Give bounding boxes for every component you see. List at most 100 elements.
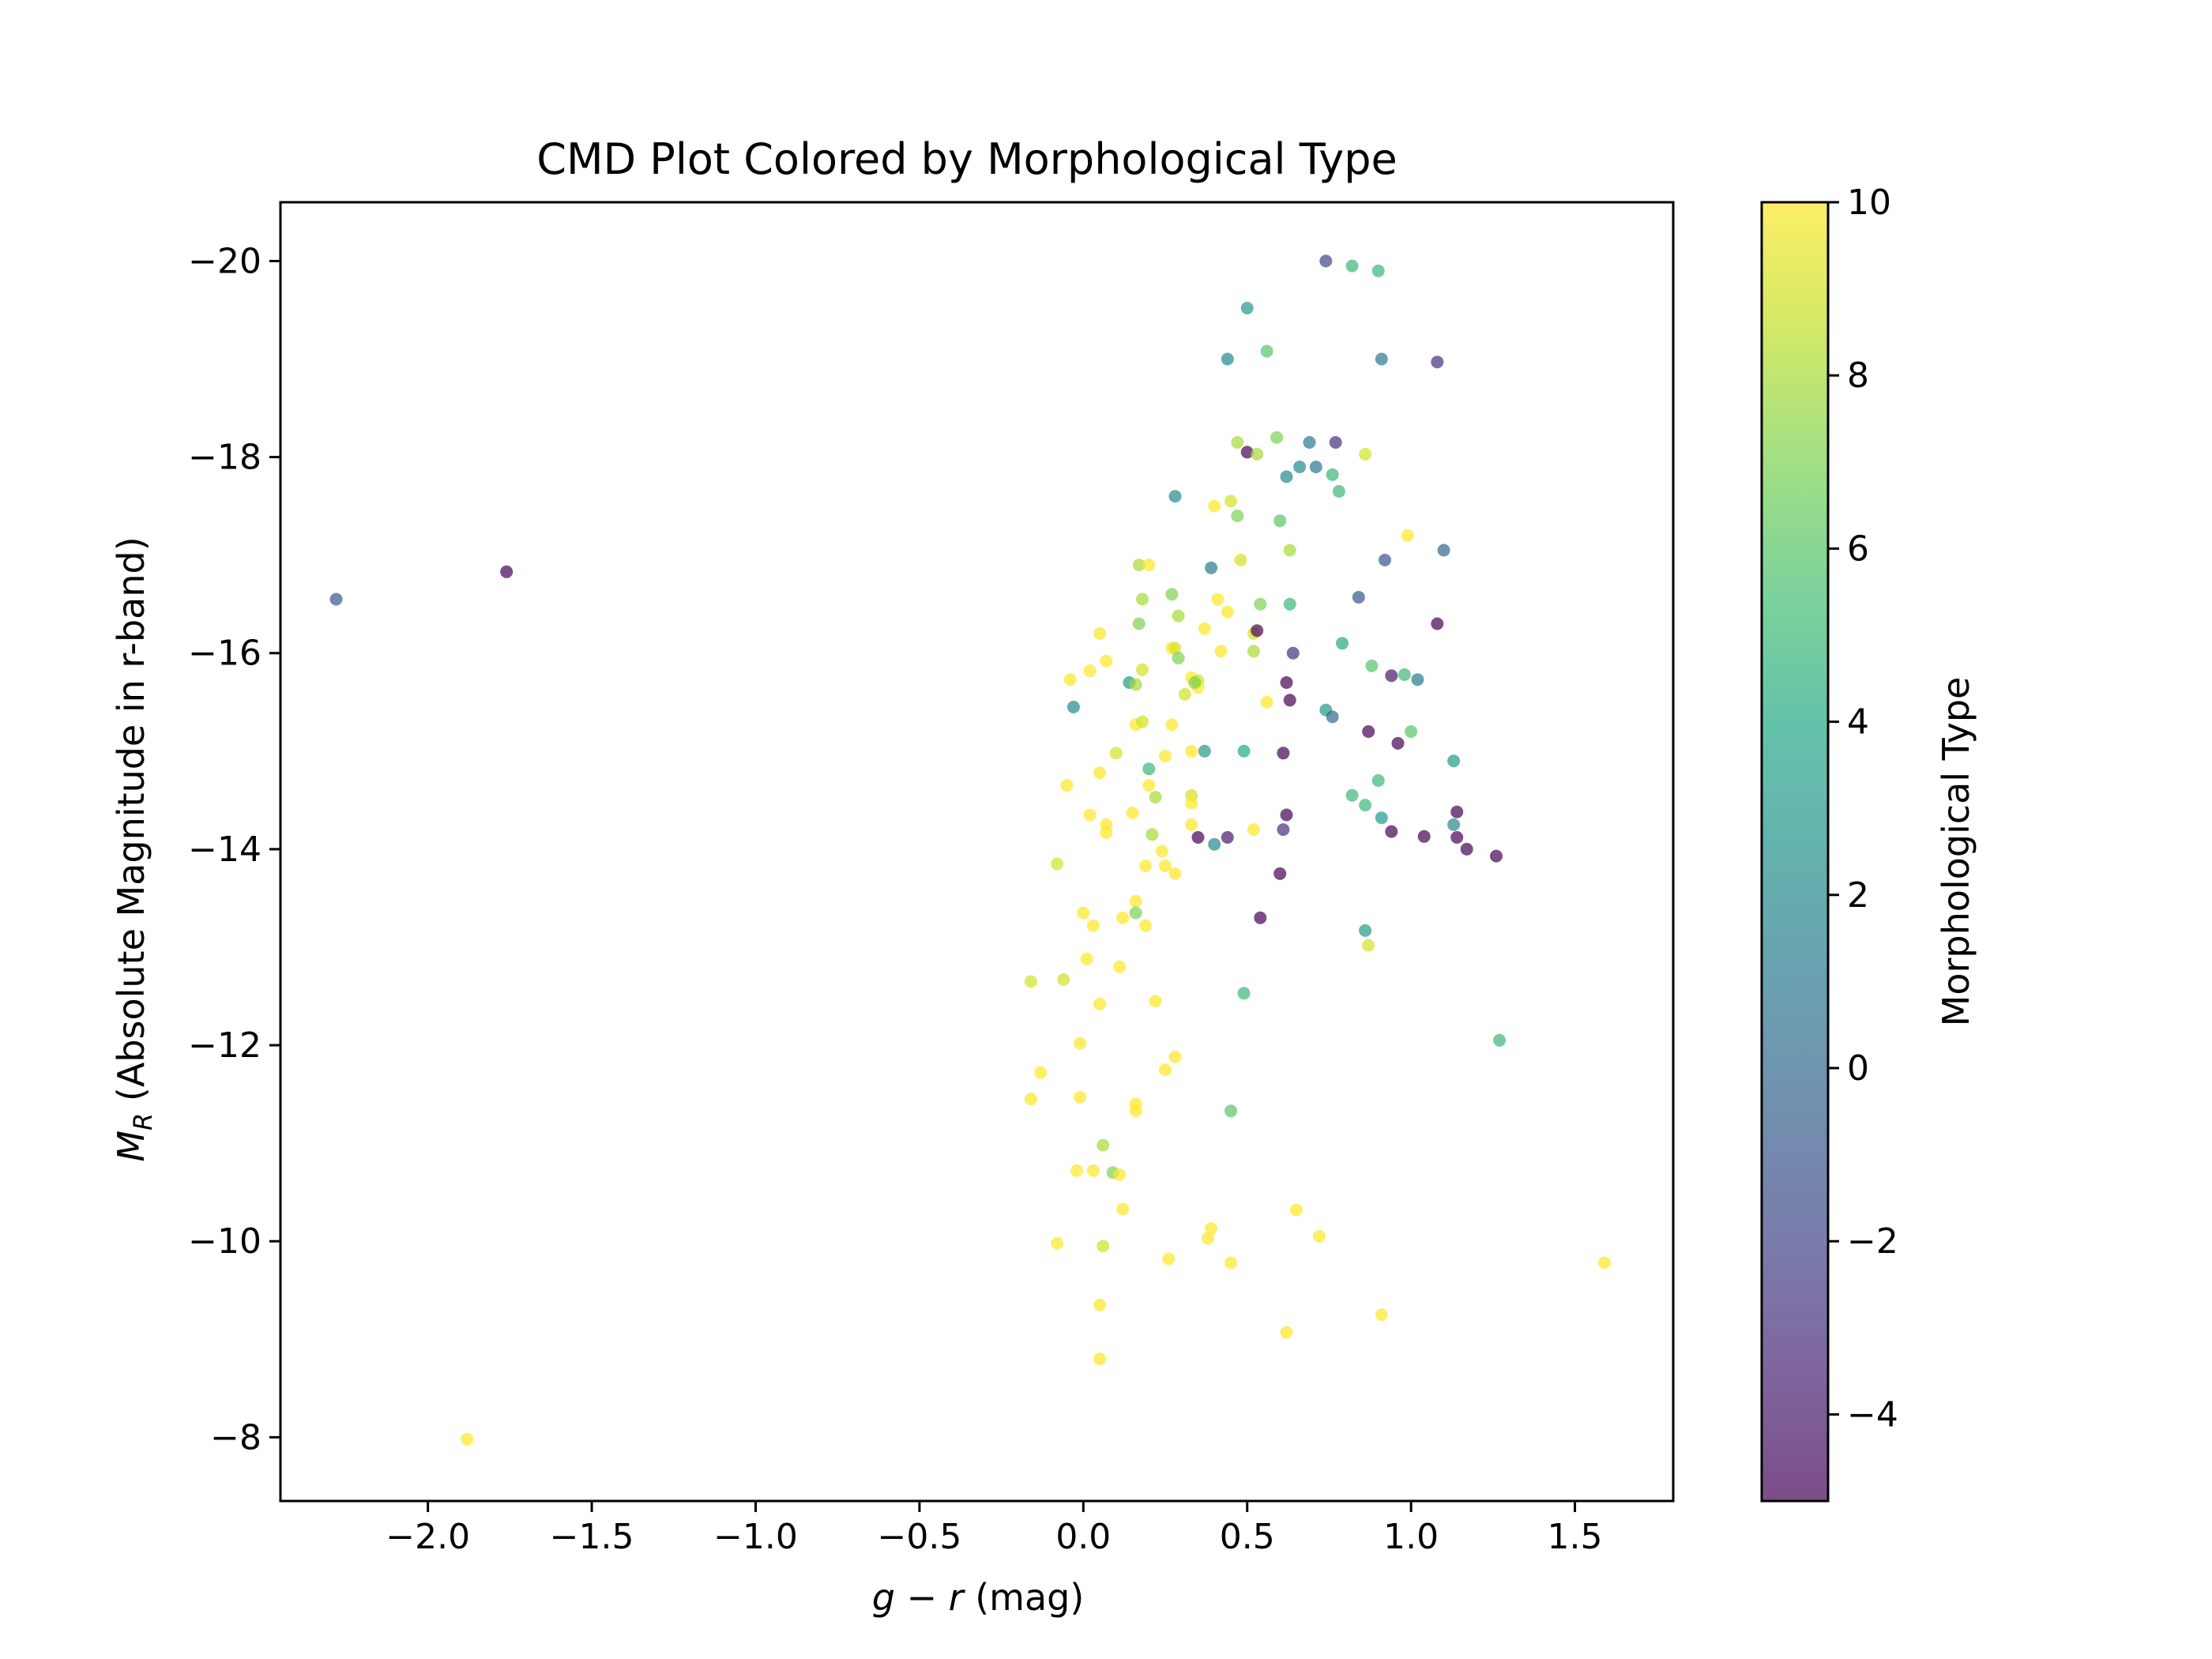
- y-tick-label: −14: [188, 830, 261, 870]
- colorbar-tick-label: 6: [1847, 529, 1869, 569]
- data-point: [1136, 663, 1149, 676]
- data-point: [1270, 431, 1284, 444]
- data-point: [1493, 1033, 1507, 1047]
- data-point: [1326, 468, 1339, 481]
- data-point: [1237, 987, 1251, 1000]
- data-point: [1136, 592, 1149, 606]
- data-point: [1375, 352, 1388, 366]
- data-point: [1205, 1222, 1218, 1236]
- points-layer: [329, 254, 1611, 1446]
- colorbar-tick-label: −2: [1847, 1221, 1898, 1262]
- data-point: [1273, 514, 1287, 528]
- data-point: [1185, 796, 1198, 810]
- data-point: [1431, 617, 1444, 630]
- data-point: [1208, 837, 1221, 851]
- x-axis-title-suffix: (mag): [964, 1576, 1085, 1619]
- x-tick-label: 1.0: [1383, 1517, 1439, 1557]
- data-point: [1185, 744, 1198, 758]
- data-point: [1326, 710, 1339, 724]
- x-tick-label: −0.5: [877, 1517, 961, 1557]
- data-point: [1034, 1066, 1048, 1079]
- data-point: [1024, 1093, 1037, 1106]
- y-tick-label: −8: [210, 1417, 261, 1458]
- chart-title: CMD Plot Colored by Morphological Type: [536, 134, 1398, 184]
- data-point: [1155, 845, 1168, 858]
- data-point: [1231, 436, 1244, 449]
- data-point: [1329, 436, 1342, 449]
- data-point: [1240, 302, 1254, 314]
- data-point: [1083, 808, 1097, 822]
- data-point: [1352, 591, 1365, 604]
- x-tick-label: −1.5: [550, 1517, 634, 1557]
- data-point: [1129, 678, 1142, 691]
- data-point: [1060, 779, 1074, 792]
- data-point: [1417, 830, 1431, 843]
- data-point: [1116, 1202, 1130, 1216]
- data-point: [1359, 924, 1372, 937]
- y-tick-label: −20: [188, 241, 261, 281]
- data-point: [1247, 645, 1260, 658]
- data-point: [1063, 673, 1077, 687]
- data-point: [1132, 617, 1146, 630]
- y-tick-label: −12: [188, 1025, 261, 1066]
- data-point: [1142, 762, 1156, 776]
- data-point: [1280, 808, 1293, 822]
- data-point: [1136, 715, 1149, 728]
- data-point: [1362, 939, 1375, 952]
- data-point: [1159, 860, 1172, 872]
- x-axis: −2.0 −1.5 −1.0 −0.5 0.0 0.5 1.0 1.5: [386, 1501, 1603, 1557]
- data-point: [1319, 254, 1333, 268]
- data-point: [1450, 831, 1464, 844]
- data-point: [1202, 1232, 1214, 1245]
- data-point: [1447, 754, 1461, 768]
- data-point: [1450, 805, 1464, 818]
- colorbar-frame: [1760, 201, 1830, 1503]
- data-point: [1260, 344, 1273, 358]
- data-point: [1066, 701, 1080, 713]
- y-tick-label: −10: [188, 1221, 261, 1262]
- data-point: [1345, 259, 1359, 273]
- data-point: [1129, 1104, 1142, 1118]
- data-point: [1214, 645, 1228, 658]
- data-point: [1116, 911, 1130, 924]
- data-point: [1313, 1230, 1326, 1243]
- data-point: [1283, 544, 1296, 557]
- data-point: [1359, 799, 1372, 812]
- data-point: [1126, 807, 1139, 819]
- data-point: [1093, 1298, 1107, 1311]
- data-point: [1057, 972, 1070, 986]
- x-tick-label: 0.0: [1055, 1517, 1111, 1557]
- x-tick-label: 0.5: [1220, 1517, 1275, 1557]
- colorbar-label: Morphological Type: [1935, 677, 1977, 1027]
- data-point: [1398, 668, 1411, 681]
- data-point: [1109, 747, 1123, 760]
- data-point: [1083, 664, 1097, 678]
- colorbar-axis: 10 8 6 4 2 0 −2 −4: [1828, 182, 1898, 1435]
- y-tick-label: −16: [188, 634, 261, 674]
- data-point: [1437, 544, 1450, 557]
- data-point: [1100, 826, 1113, 839]
- data-point: [1188, 676, 1202, 689]
- data-point: [1405, 725, 1418, 738]
- data-point: [1139, 860, 1153, 872]
- data-point: [1597, 1256, 1611, 1270]
- x-axis-title-base: g − r: [872, 1576, 966, 1619]
- data-point: [1280, 470, 1293, 483]
- data-point: [1149, 995, 1162, 1008]
- data-point: [1074, 1090, 1087, 1104]
- data-point: [1260, 695, 1273, 709]
- y-axis: −20 −18 −16 −14 −12 −10 −8: [188, 241, 280, 1458]
- data-point: [1224, 1104, 1237, 1118]
- data-point: [1185, 818, 1198, 831]
- data-point: [1221, 605, 1234, 619]
- data-point: [1280, 676, 1293, 689]
- data-point: [1070, 1164, 1083, 1177]
- data-point: [1162, 1252, 1176, 1266]
- data-point: [1385, 825, 1398, 838]
- colorbar-tick-label: 10: [1847, 182, 1891, 223]
- data-point: [1401, 529, 1414, 542]
- data-point: [1112, 960, 1126, 973]
- data-point: [1365, 659, 1379, 672]
- data-point: [1129, 906, 1142, 920]
- data-point: [500, 565, 514, 578]
